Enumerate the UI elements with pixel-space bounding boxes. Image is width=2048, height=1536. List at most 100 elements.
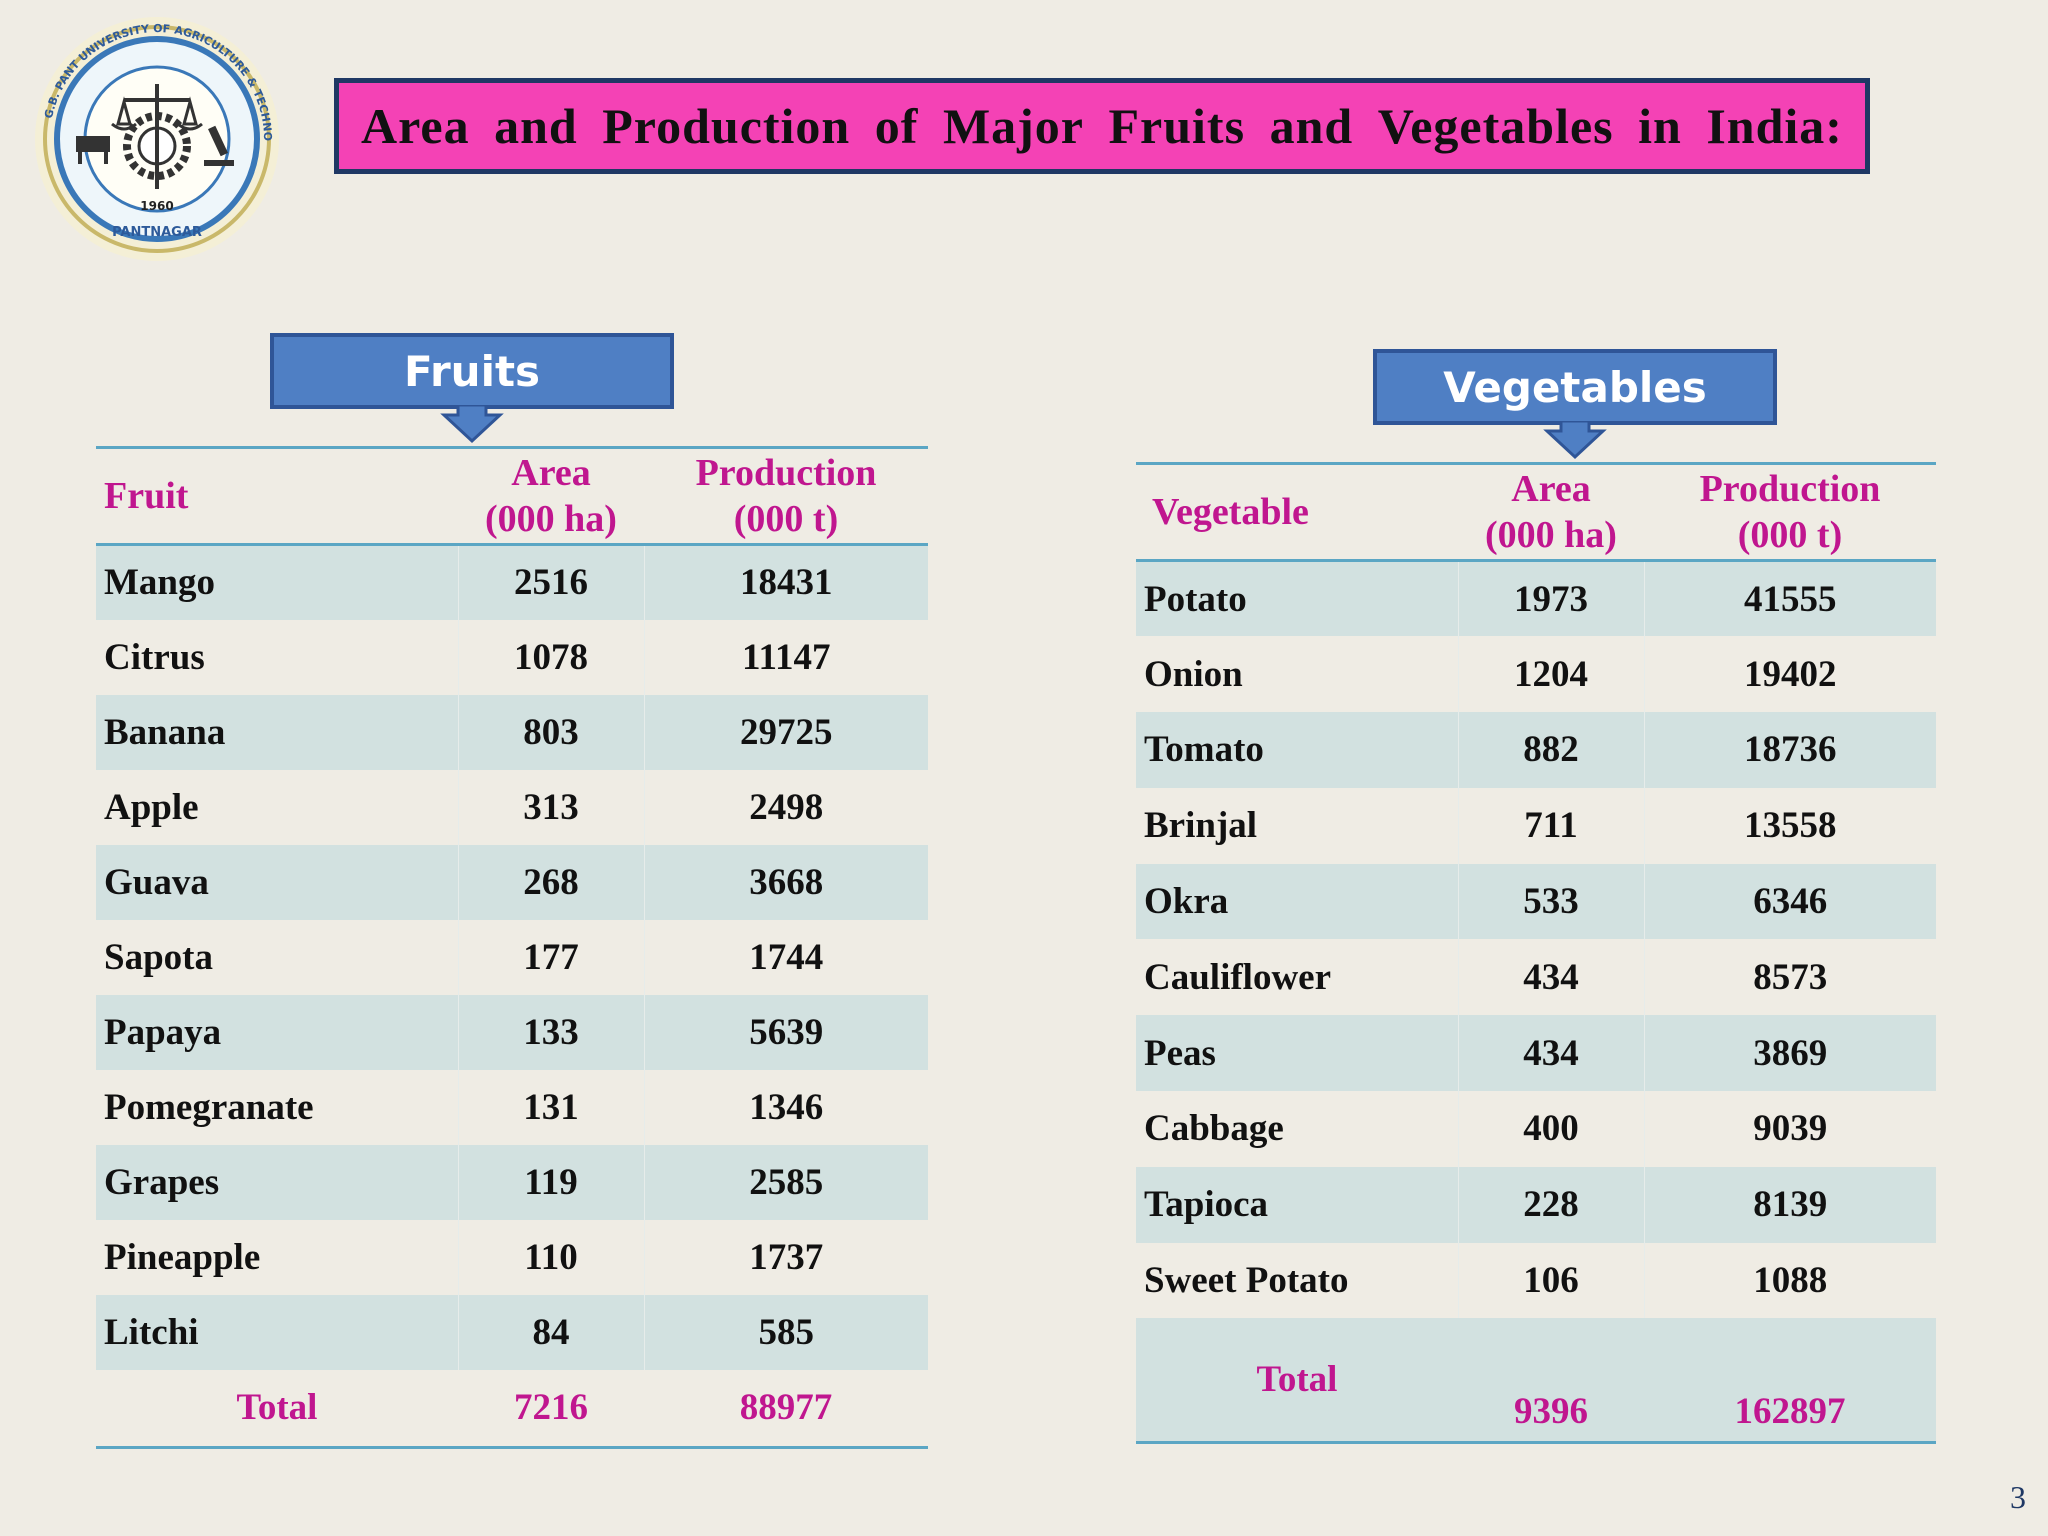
vegetable-production: 3869: [1643, 1015, 1936, 1092]
university-logo: G.B. PANT UNIVERSITY OF AGRICULTURE & TE…: [9, 4, 300, 264]
callout-arrow-icon: [440, 405, 504, 444]
table-header-row: Vegetable Area (000 ha) Production (000 …: [1136, 463, 1936, 561]
table-row: Onion 1204 19402: [1136, 636, 1936, 713]
fruit-production: 1737: [643, 1219, 928, 1295]
vegetable-name: Peas: [1136, 1015, 1458, 1092]
vegetable-production: 13558: [1643, 787, 1936, 864]
header-line: (000 ha): [1485, 514, 1617, 556]
title-word: in: [1638, 98, 1682, 154]
fruit-name: Sapota: [104, 936, 213, 978]
column-header-vegetable: Vegetable: [1152, 491, 1309, 533]
page-number: 3: [2010, 1479, 2026, 1515]
fruit-area: 2516: [457, 544, 644, 620]
fruit-name: Mango: [96, 544, 458, 620]
total-area: 7216: [514, 1387, 588, 1429]
header-line: Production: [695, 452, 877, 494]
slide-title: Area and Production of Major Fruits and …: [334, 78, 1870, 174]
vegetable-area: 711: [1457, 787, 1644, 864]
table-header-row: Fruit Area (000 ha) Production (000 t): [96, 447, 928, 545]
fruit-area: 803: [457, 694, 644, 770]
fruit-area: 110: [457, 1219, 644, 1295]
total-production: 162897: [1644, 1318, 1936, 1443]
fruit-area: 84: [457, 1294, 644, 1370]
title-word: of: [874, 98, 919, 154]
table-row: Pineapple 110 1737: [96, 1219, 928, 1295]
title-word: and: [494, 98, 578, 154]
university-seal-icon: G.B. PANT UNIVERSITY OF AGRICULTURE & TE…: [9, 4, 279, 261]
title-word: Major: [942, 98, 1084, 154]
fruits-callout-label: Fruits: [270, 333, 674, 409]
table-row: Cabbage 400 9039: [1136, 1091, 1936, 1167]
title-word: Fruits: [1108, 98, 1246, 154]
fruit-name: Citrus: [104, 636, 205, 678]
fruit-area: 119: [457, 1144, 644, 1220]
title-word: Area: [361, 98, 470, 154]
column-header-production: Production (000 t): [1644, 464, 1936, 561]
fruit-production: 5639: [643, 994, 928, 1070]
fruit-production: 18431: [643, 544, 928, 620]
vegetable-production: 41555: [1643, 560, 1936, 637]
total-row: Total 9396 162897: [1136, 1318, 1936, 1443]
fruits-table: Fruit Area (000 ha) Production (000 t) M…: [96, 446, 928, 1449]
table-row: Tapioca 228 8139: [1136, 1166, 1936, 1243]
svg-text:PANTNAGAR: PANTNAGAR: [112, 225, 202, 240]
fruit-name: Apple: [104, 786, 199, 828]
title-word: Vegetables: [1377, 98, 1614, 154]
fruit-name: Pineapple: [104, 1236, 261, 1278]
table-row: Sapota 177 1744: [96, 919, 928, 995]
svg-text:1960: 1960: [140, 199, 173, 213]
title-word: and: [1269, 98, 1354, 154]
fruit-production: 2585: [643, 1144, 928, 1220]
vegetable-production: 9039: [1643, 1091, 1936, 1167]
vegetable-name: Potato: [1136, 560, 1458, 637]
vegetable-production: 1088: [1643, 1242, 1936, 1319]
fruit-production: 29725: [643, 694, 928, 770]
vegetable-area: 1204: [1457, 636, 1644, 713]
fruit-area: 131: [457, 1069, 644, 1145]
total-label: Total: [1136, 1318, 1458, 1443]
callout-arrow-icon: [1543, 421, 1607, 460]
header-line: Area: [511, 452, 591, 494]
fruit-area: 1078: [457, 619, 644, 695]
vegetables-table: Vegetable Area (000 ha) Production (000 …: [1136, 462, 1936, 1444]
vegetable-production: 8139: [1643, 1166, 1936, 1243]
column-header-area: Area (000 ha): [1458, 464, 1644, 561]
vegetable-area: 106: [1457, 1242, 1644, 1319]
vegetable-name: Onion: [1144, 653, 1243, 695]
vegetable-area: 533: [1457, 863, 1644, 940]
vegetable-production: 19402: [1643, 636, 1936, 713]
total-label: Total: [236, 1387, 318, 1429]
table-row: Cauliflower 434 8573: [1136, 939, 1936, 1016]
fruit-name: Litchi: [96, 1294, 458, 1370]
title-word: India:: [1706, 98, 1843, 154]
vegetable-name: Cabbage: [1144, 1108, 1284, 1150]
table-row: Brinjal 711 13558: [1136, 787, 1936, 864]
vegetables-callout: Vegetables: [1373, 349, 1777, 469]
vegetable-area: 434: [1457, 939, 1644, 1016]
total-area: 9396: [1458, 1318, 1644, 1443]
table-row: Guava 268 3668: [96, 844, 928, 920]
total-production: 88977: [739, 1387, 833, 1429]
vegetable-name: Tapioca: [1136, 1166, 1458, 1243]
vegetable-name: Cauliflower: [1144, 956, 1332, 998]
table-row: Papaya 133 5639: [96, 994, 928, 1070]
table-row: Okra 533 6346: [1136, 863, 1936, 940]
fruit-production: 11147: [643, 619, 928, 695]
title-word: Production: [602, 98, 851, 154]
table-row: Mango 2516 18431: [96, 544, 928, 620]
header-line: (000 ha): [485, 498, 617, 540]
vegetable-area: 434: [1457, 1015, 1644, 1092]
column-header-production: Production (000 t): [644, 448, 928, 545]
fruits-callout: Fruits: [270, 333, 674, 453]
fruit-name: Guava: [96, 844, 458, 920]
fruit-name: Pomegranate: [104, 1086, 314, 1128]
fruit-area: 133: [457, 994, 644, 1070]
vegetable-name: Tomato: [1136, 712, 1458, 788]
header-line: Area: [1511, 468, 1591, 510]
table-row: Citrus 1078 11147: [96, 619, 928, 695]
table-row: Tomato 882 18736: [1136, 712, 1936, 788]
column-header-area: Area (000 ha): [458, 448, 644, 545]
vegetable-area: 228: [1457, 1166, 1644, 1243]
header-line: (000 t): [1737, 514, 1843, 556]
fruit-area: 177: [457, 919, 644, 995]
